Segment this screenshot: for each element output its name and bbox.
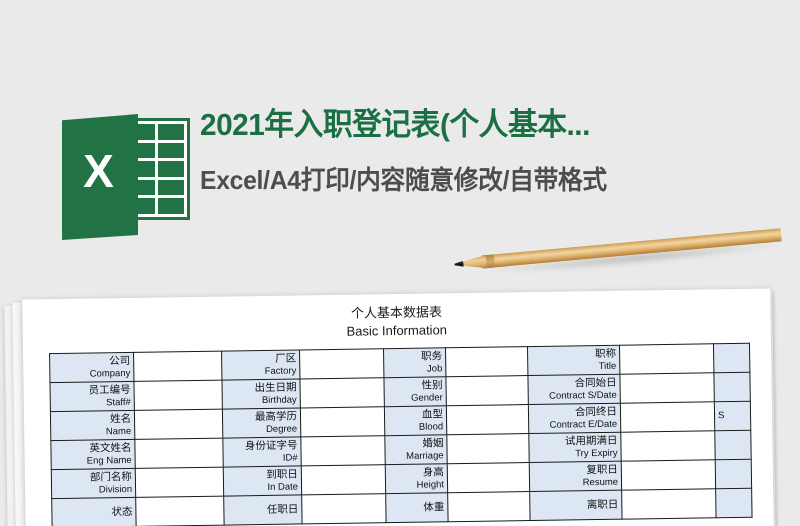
field-label-birthday: 出生日期 Birthday: [221, 379, 301, 410]
field-label-job: 职务 Job: [383, 347, 446, 378]
field-label-cutoff: [713, 372, 751, 402]
field-label-degree: 最高学历 Degree: [222, 408, 301, 439]
wooden-pencil: [453, 219, 795, 290]
field-input-marriage[interactable]: [446, 433, 530, 464]
field-label-gender: 性别 Gender: [383, 376, 447, 407]
field-label-leave-date: 离职日: [529, 490, 623, 521]
field-input-factory[interactable]: [299, 348, 384, 380]
field-input-id-number[interactable]: [300, 435, 386, 467]
field-input-in-date[interactable]: [301, 464, 386, 496]
field-label-cutoff: [713, 343, 750, 373]
field-label-status: 状态: [51, 497, 137, 526]
field-label-eng-name: 英文姓名 Eng Name: [50, 439, 136, 470]
field-input-degree[interactable]: [300, 406, 385, 438]
field-input-weight[interactable]: [447, 491, 531, 522]
field-label-weight: 体重: [385, 492, 449, 523]
field-input-leave-date[interactable]: [621, 488, 717, 520]
field-input-staff-no[interactable]: [133, 380, 223, 411]
field-label-factory: 厂区 Factory: [221, 350, 300, 381]
sheet-heading: 个人基本数据表 Basic Information: [22, 288, 771, 344]
field-label-id-number: 身份证字号 ID#: [222, 437, 302, 468]
table-body: 公司 Company 厂区 Factory 职务 Job: [49, 343, 753, 526]
field-input-division[interactable]: [135, 467, 224, 498]
field-label-position-date: 任职日: [223, 495, 303, 526]
field-input-try-expiry[interactable]: [620, 430, 716, 462]
field-input-contract-end[interactable]: [620, 401, 715, 433]
page-title: 2021年入职登记表(个人基本...: [200, 107, 590, 142]
field-input-name[interactable]: [134, 409, 223, 440]
page-subtitle: Excel/A4打印/内容随意修改/自带格式: [200, 165, 607, 196]
field-label-name: 姓名 Name: [50, 410, 135, 441]
page-sheet-front[interactable]: 个人基本数据表 Basic Information 公司 Company 厂区 …: [22, 288, 774, 526]
excel-file-icon: X: [62, 110, 190, 240]
field-label-resume: 复职日 Resume: [529, 461, 622, 492]
field-label-cutoff: [714, 430, 752, 460]
field-label-cutoff: [715, 459, 752, 489]
banner: X 2021年入职登记表(个人基本... Excel/A4打印/内容随意修改/自…: [0, 48, 800, 240]
field-label-contract-end: 合同终日 Contract E/Date: [528, 403, 621, 434]
field-input-blood[interactable]: [446, 404, 529, 435]
field-label-try-expiry: 试用期满日 Try Expiry: [528, 432, 622, 463]
field-input-status[interactable]: [135, 496, 225, 526]
field-label-in-date: 到职日 In Date: [223, 466, 302, 497]
field-input-title[interactable]: [619, 343, 714, 375]
basic-information-table: 公司 Company 厂区 Factory 职务 Job: [49, 343, 753, 526]
field-input-resume[interactable]: [621, 459, 716, 491]
field-input-height[interactable]: [447, 462, 530, 493]
field-label-title: 职称 Title: [527, 345, 620, 376]
field-input-gender[interactable]: [445, 375, 529, 406]
document-preview-stack: 个人基本数据表 Basic Information 公司 Company 厂区 …: [0, 286, 800, 526]
field-input-job[interactable]: [445, 346, 528, 377]
field-label-cutoff: S: [714, 401, 751, 431]
banner-titles: 2021年入职登记表(个人基本... Excel/A4打印/内容随意修改/自带格…: [200, 107, 800, 197]
field-label-company: 公司 Company: [49, 352, 134, 383]
pencil-tip: [454, 261, 464, 268]
field-label-height: 身高 Height: [385, 463, 448, 494]
field-label-blood: 血型 Blood: [384, 405, 447, 436]
field-input-company[interactable]: [133, 351, 222, 382]
field-label-cutoff: [715, 488, 753, 518]
field-label-contract-start: 合同始日 Contract S/Date: [527, 374, 621, 405]
field-input-eng-name[interactable]: [134, 438, 224, 469]
field-input-position-date[interactable]: [301, 493, 387, 525]
field-label-staff-no: 员工编号 Staff#: [49, 381, 135, 412]
excel-icon-flap: [62, 114, 138, 240]
excel-icon-letter: X: [83, 145, 114, 197]
field-input-contract-start[interactable]: [619, 372, 715, 404]
field-input-birthday[interactable]: [299, 377, 385, 409]
field-label-division: 部门名称 Division: [51, 468, 136, 499]
field-label-marriage: 婚姻 Marriage: [384, 434, 448, 465]
